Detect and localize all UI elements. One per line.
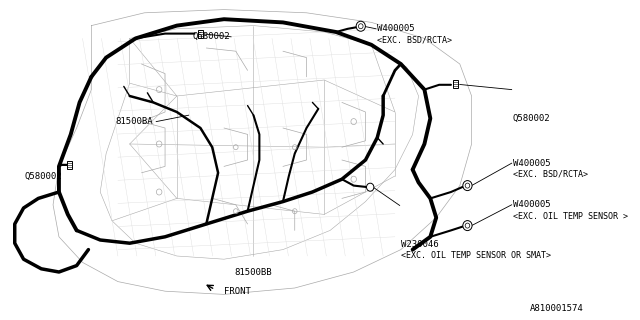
Circle shape <box>463 180 472 191</box>
Text: FRONT: FRONT <box>224 287 251 296</box>
Text: Q580002: Q580002 <box>192 32 230 41</box>
Circle shape <box>463 220 472 231</box>
Text: W400005: W400005 <box>513 159 550 168</box>
Bar <box>453 81 458 89</box>
Text: W230046: W230046 <box>401 240 438 249</box>
Text: <EXC. BSD/RCTA>: <EXC. BSD/RCTA> <box>513 170 588 179</box>
Text: Q580002: Q580002 <box>513 114 550 123</box>
Text: W400005: W400005 <box>377 24 415 33</box>
Circle shape <box>367 183 374 191</box>
Text: Q580002: Q580002 <box>24 172 62 180</box>
Text: W400005: W400005 <box>513 200 550 209</box>
Bar <box>67 161 72 169</box>
Text: <EXC. OIL TEMP SENSOR OR SMAT>: <EXC. OIL TEMP SENSOR OR SMAT> <box>401 252 551 260</box>
Text: A810001574: A810001574 <box>530 304 584 313</box>
Text: 81500BA: 81500BA <box>116 117 153 126</box>
Text: <EXC. BSD/RCTA>: <EXC. BSD/RCTA> <box>377 36 452 44</box>
Text: 81500BB: 81500BB <box>235 268 272 277</box>
Circle shape <box>356 21 365 31</box>
Text: <EXC. OIL TEMP SENSOR >: <EXC. OIL TEMP SENSOR > <box>513 212 628 220</box>
Bar <box>198 30 203 38</box>
